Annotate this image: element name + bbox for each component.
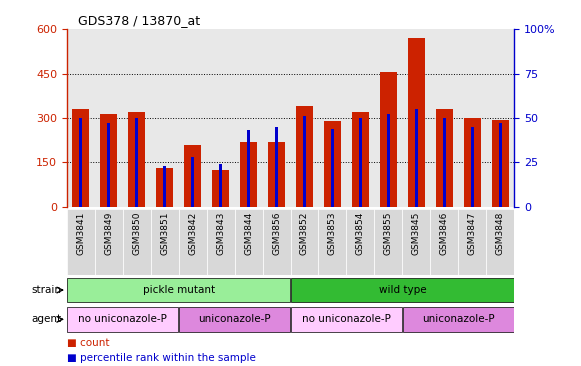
Text: ■ percentile rank within the sample: ■ percentile rank within the sample	[67, 353, 256, 363]
Bar	[79, 118, 83, 207]
Text: no uniconazole-P: no uniconazole-P	[78, 314, 167, 324]
Text: GSM3852: GSM3852	[300, 212, 309, 255]
Bar	[212, 170, 229, 207]
Bar	[67, 278, 290, 302]
Text: strain: strain	[31, 285, 61, 295]
Bar	[150, 209, 179, 274]
Bar	[67, 307, 178, 332]
Bar	[296, 106, 313, 207]
Bar	[268, 142, 285, 207]
Bar	[387, 115, 390, 207]
Bar	[431, 209, 458, 274]
Bar	[346, 209, 374, 274]
Bar	[247, 130, 250, 207]
Bar	[492, 120, 508, 207]
Text: GSM3846: GSM3846	[440, 212, 449, 255]
Bar	[359, 118, 362, 207]
Text: GSM3844: GSM3844	[244, 212, 253, 255]
Bar	[263, 209, 290, 274]
Text: GSM3843: GSM3843	[216, 212, 225, 255]
Text: GSM3842: GSM3842	[188, 212, 197, 255]
Text: GSM3856: GSM3856	[272, 212, 281, 255]
Bar	[123, 209, 150, 274]
Text: wild type: wild type	[379, 285, 426, 295]
Bar	[415, 109, 418, 207]
Text: GSM3853: GSM3853	[328, 212, 337, 255]
Text: GSM3841: GSM3841	[76, 212, 85, 255]
Bar	[184, 145, 201, 207]
Bar	[219, 164, 222, 207]
Bar	[275, 127, 278, 207]
Text: GSM3850: GSM3850	[132, 212, 141, 255]
Bar	[73, 109, 89, 207]
Bar	[291, 307, 402, 332]
Bar	[436, 109, 453, 207]
Text: uniconazole-P: uniconazole-P	[198, 314, 271, 324]
Text: GSM3845: GSM3845	[412, 212, 421, 255]
Text: GSM3855: GSM3855	[384, 212, 393, 255]
Bar	[67, 209, 95, 274]
Text: GSM3849: GSM3849	[104, 212, 113, 255]
Bar	[240, 142, 257, 207]
Bar	[290, 209, 318, 274]
Text: GDS378 / 13870_at: GDS378 / 13870_at	[78, 14, 200, 27]
Bar	[291, 278, 514, 302]
Bar	[324, 121, 341, 207]
Text: GSM3854: GSM3854	[356, 212, 365, 255]
Bar	[352, 112, 369, 207]
Bar	[464, 118, 480, 207]
Bar	[380, 72, 397, 207]
Bar	[331, 129, 334, 207]
Bar	[471, 127, 474, 207]
Text: GSM3851: GSM3851	[160, 212, 169, 255]
Bar	[135, 118, 138, 207]
Bar	[486, 209, 514, 274]
Bar	[403, 307, 514, 332]
Bar	[179, 307, 290, 332]
Text: ■ count: ■ count	[67, 338, 109, 348]
Bar	[101, 113, 117, 207]
Text: no uniconazole-P: no uniconazole-P	[302, 314, 391, 324]
Bar	[303, 116, 306, 207]
Bar	[191, 157, 194, 207]
Bar	[107, 123, 110, 207]
Bar	[235, 209, 263, 274]
Bar	[318, 209, 346, 274]
Text: pickle mutant: pickle mutant	[142, 285, 215, 295]
Text: GSM3848: GSM3848	[496, 212, 505, 255]
Bar	[443, 118, 446, 207]
Bar	[179, 209, 207, 274]
Bar	[207, 209, 235, 274]
Text: uniconazole-P: uniconazole-P	[422, 314, 494, 324]
Bar	[128, 112, 145, 207]
Bar	[95, 209, 123, 274]
Bar	[408, 38, 425, 207]
Text: agent: agent	[31, 314, 61, 324]
Bar	[163, 166, 166, 207]
Bar	[403, 209, 431, 274]
Bar	[458, 209, 486, 274]
Bar	[156, 168, 173, 207]
Bar	[374, 209, 403, 274]
Text: GSM3847: GSM3847	[468, 212, 477, 255]
Bar	[498, 123, 502, 207]
